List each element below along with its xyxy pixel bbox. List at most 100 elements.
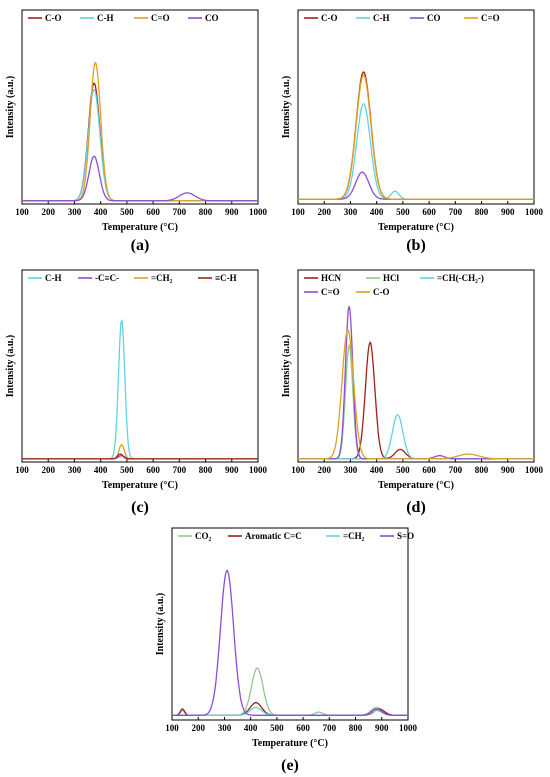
series-line-1 bbox=[298, 341, 534, 460]
chart-panel-1: 100 200 300 400 500 600 700 800 900 1000 Temperatu… bbox=[5, 9, 268, 254]
x-tick-label: 100 bbox=[165, 723, 179, 733]
x-tick-label: 200 bbox=[41, 207, 55, 217]
x-tick-label: 800 bbox=[349, 723, 363, 733]
series-line-4 bbox=[22, 155, 258, 202]
chart-panel-4: 100 200 300 400 500 600 700 800 900 1000 Temperatu… bbox=[281, 269, 544, 516]
legend-label: -C≡C- bbox=[95, 273, 119, 283]
x-tick-label: 400 bbox=[94, 207, 108, 217]
x-tick-label: 800 bbox=[199, 207, 213, 217]
x-tick-label: 200 bbox=[317, 465, 331, 475]
series-line-4 bbox=[172, 569, 408, 716]
legend-label: =CH₂ bbox=[151, 273, 173, 283]
series-line-3 bbox=[22, 444, 258, 460]
legend-label: S=O bbox=[397, 531, 414, 541]
x-tick-label: 900 bbox=[375, 723, 389, 733]
x-axis-title: Temperature (°C) bbox=[252, 738, 328, 749]
x-tick-label: 500 bbox=[120, 207, 134, 217]
series-line-3 bbox=[298, 171, 534, 200]
x-tick-label: 600 bbox=[422, 207, 436, 217]
legend-label: C-O bbox=[373, 287, 390, 297]
x-tick-label: 900 bbox=[501, 207, 515, 217]
legend-label: HCl bbox=[383, 273, 400, 283]
series-line-3 bbox=[22, 61, 258, 202]
x-tick-label: 400 bbox=[370, 465, 384, 475]
series-line-2 bbox=[22, 88, 258, 202]
x-tick-label: 200 bbox=[191, 723, 205, 733]
series-line-1 bbox=[22, 82, 258, 202]
y-axis-title: Intensity (a.u.) bbox=[281, 76, 292, 139]
legend-label: CO bbox=[205, 13, 219, 23]
legend-label: C-H bbox=[45, 273, 62, 283]
x-tick-label: 900 bbox=[501, 465, 515, 475]
y-axis-title: Intensity (a.u.) bbox=[155, 593, 166, 656]
x-tick-label: 500 bbox=[396, 465, 410, 475]
legend-label: C-H bbox=[373, 13, 390, 23]
chart-panel-5: 100 200 300 400 500 600 700 800 900 1000 Temperatu… bbox=[155, 527, 418, 774]
plot-frame bbox=[21, 9, 259, 205]
x-tick-label: 1000 bbox=[399, 723, 418, 733]
plot-frame bbox=[297, 269, 535, 463]
legend-label: HCN bbox=[321, 273, 342, 283]
x-tick-label: 400 bbox=[244, 723, 258, 733]
x-tick-label: 300 bbox=[68, 207, 82, 217]
x-tick-label: 200 bbox=[317, 207, 331, 217]
x-tick-label: 800 bbox=[475, 207, 489, 217]
x-tick-label: 100 bbox=[291, 207, 305, 217]
x-tick-label: 1000 bbox=[525, 465, 544, 475]
series-line-1 bbox=[22, 318, 258, 460]
x-tick-label: 500 bbox=[270, 723, 284, 733]
panel-label: (b) bbox=[406, 237, 426, 254]
x-tick-label: 100 bbox=[291, 465, 305, 475]
legend-label: =CH(-CH₂-) bbox=[437, 273, 484, 283]
legend-label: C=O bbox=[481, 13, 500, 23]
legend-label: CO bbox=[427, 13, 441, 23]
x-axis-title: Temperature (°C) bbox=[378, 480, 454, 491]
x-tick-label: 1000 bbox=[525, 207, 544, 217]
x-tick-label: 500 bbox=[120, 465, 134, 475]
x-tick-label: 300 bbox=[218, 723, 232, 733]
plot-frame bbox=[297, 9, 535, 205]
panel-label: (a) bbox=[131, 237, 150, 254]
x-tick-label: 100 bbox=[15, 207, 29, 217]
x-tick-label: 700 bbox=[173, 465, 187, 475]
x-tick-label: 800 bbox=[199, 465, 213, 475]
panel-label: (e) bbox=[281, 757, 299, 774]
legend-label: ≡C-H bbox=[215, 273, 237, 283]
series-line-1 bbox=[298, 71, 534, 200]
legend-label: C-O bbox=[45, 13, 62, 23]
series-line-4 bbox=[298, 305, 534, 460]
legend-label: CO₂ bbox=[195, 531, 212, 541]
x-tick-label: 700 bbox=[449, 465, 463, 475]
chart-panel-2: 100 200 300 400 500 600 700 800 900 1000 Temperatu… bbox=[281, 9, 544, 254]
plot-frame bbox=[21, 269, 259, 463]
legend-label: =CH₂ bbox=[343, 531, 365, 541]
x-axis-title: Temperature (°C) bbox=[102, 222, 178, 233]
series-line-1 bbox=[172, 667, 408, 716]
x-tick-label: 600 bbox=[422, 465, 436, 475]
y-axis-title: Intensity (a.u.) bbox=[5, 76, 16, 139]
x-tick-label: 700 bbox=[173, 207, 187, 217]
x-axis-title: Temperature (°C) bbox=[102, 480, 178, 491]
x-tick-label: 600 bbox=[146, 465, 160, 475]
x-axis-title: Temperature (°C) bbox=[378, 222, 454, 233]
x-tick-label: 500 bbox=[396, 207, 410, 217]
series-line-5 bbox=[298, 328, 534, 460]
legend-label: Aromatic C=C bbox=[245, 531, 302, 541]
series-line-2 bbox=[298, 343, 534, 460]
x-tick-label: 800 bbox=[475, 465, 489, 475]
y-axis-title: Intensity (a.u.) bbox=[281, 335, 292, 398]
x-tick-label: 1000 bbox=[249, 465, 268, 475]
x-tick-label: 200 bbox=[41, 465, 55, 475]
legend-label: C=O bbox=[321, 287, 340, 297]
x-tick-label: 300 bbox=[344, 465, 358, 475]
x-tick-label: 1000 bbox=[249, 207, 268, 217]
plot-frame bbox=[171, 527, 409, 721]
legend-label: C-H bbox=[97, 13, 114, 23]
x-tick-label: 300 bbox=[344, 207, 358, 217]
x-tick-label: 700 bbox=[449, 207, 463, 217]
panel-label: (c) bbox=[131, 499, 149, 516]
panel-label: (d) bbox=[406, 499, 426, 516]
chart-panel-3: 100 200 300 400 500 600 700 800 900 1000 Temperatu… bbox=[5, 269, 268, 516]
x-tick-label: 400 bbox=[94, 465, 108, 475]
